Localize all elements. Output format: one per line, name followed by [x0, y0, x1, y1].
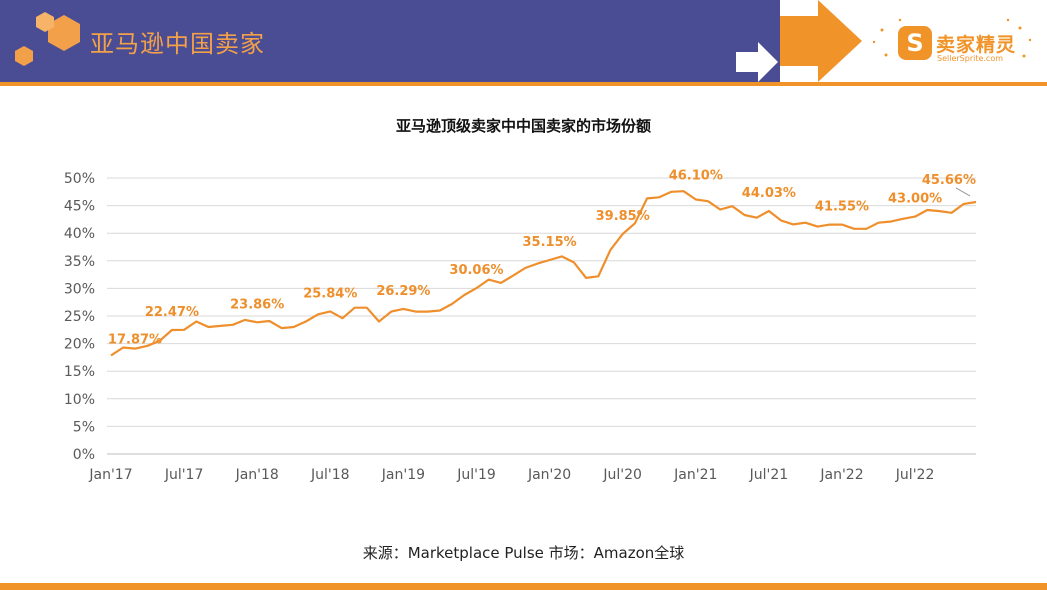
arrow-orange-icon — [780, 0, 862, 82]
y-tick-label: 25% — [64, 309, 95, 325]
arrow-white-icon — [736, 42, 778, 82]
y-tick-label: 30% — [64, 281, 95, 297]
header-title: 亚马逊中国卖家 — [90, 30, 265, 58]
y-tick-label: 45% — [64, 199, 95, 215]
x-tick-label: Jul'22 — [895, 467, 935, 483]
data-label-leader — [955, 187, 971, 197]
x-tick-label: Jan'19 — [381, 467, 425, 483]
x-tick-label: Jul'18 — [310, 467, 350, 483]
data-label: 39.85% — [596, 209, 650, 224]
hexagon-large-icon — [48, 15, 80, 51]
x-tick-label: Jul'19 — [456, 467, 496, 483]
y-tick-label: 5% — [73, 419, 95, 435]
data-label: 43.00% — [888, 192, 942, 207]
data-label: 41.55% — [815, 200, 869, 215]
data-label: 26.29% — [376, 284, 430, 299]
x-tick-label: Jan'18 — [235, 467, 279, 483]
chart-series — [110, 190, 977, 357]
x-tick-label: Jul'20 — [602, 467, 642, 483]
logo-name: 卖家精灵 — [936, 34, 1017, 56]
y-tick-label: 35% — [64, 254, 95, 270]
x-tick-label: Jul'17 — [164, 467, 204, 483]
hexagon-tiny-icon — [15, 46, 33, 66]
logo-s-icon — [898, 26, 932, 60]
y-tick-label: 10% — [64, 392, 95, 408]
data-label: 44.03% — [742, 186, 796, 201]
source-caption: 来源：Marketplace Pulse 市场：Amazon全球 — [362, 544, 685, 562]
data-label: 17.87% — [108, 332, 162, 347]
data-label: 35.15% — [523, 235, 577, 250]
y-tick-label: 15% — [64, 364, 95, 380]
logo-sparkle-dots — [872, 18, 1032, 58]
header-divider — [0, 82, 1047, 86]
x-tick-label: Jan'20 — [527, 467, 571, 483]
logo-subtitle: SellerSprite.com — [937, 54, 1004, 63]
header-bar: S 亚马逊中国卖家 卖家精灵 SellerSprite.com — [0, 0, 1047, 82]
chart-data-labels: 17.87% 22.47% 23.86% 25.84% 26.29% 30.06% 35.1… — [108, 169, 976, 348]
data-label: 22.47% — [145, 305, 199, 320]
logo-s-glyph: S — [906, 29, 923, 57]
y-tick-label: 0% — [73, 447, 95, 463]
y-axis-ticks: 0% 5% 10% 15% 20% 25% 30% 35% 40% 45% 50% — [64, 171, 95, 463]
data-label: 23.86% — [230, 297, 284, 312]
chart-title: 亚马逊顶级卖家中中国卖家的市场份额 — [395, 117, 651, 135]
x-tick-label: Jan'22 — [819, 467, 863, 483]
y-tick-label: 40% — [64, 226, 95, 242]
x-tick-label: Jul'21 — [749, 467, 789, 483]
data-label: 25.84% — [303, 286, 357, 301]
data-label: 45.66% — [922, 173, 976, 188]
footer-divider — [0, 583, 1047, 590]
x-tick-label: Jan'21 — [673, 467, 717, 483]
data-label: 30.06% — [449, 263, 503, 278]
x-tick-label: Jan'17 — [88, 467, 132, 483]
header-graphics: S — [15, 0, 1032, 82]
y-tick-label: 50% — [64, 171, 95, 187]
header-band — [0, 0, 780, 82]
x-axis-ticks: Jan'17 Jul'17 Jan'18 Jul'18 Jan'19 Jul'19 Jan'… — [88, 467, 934, 483]
series-line — [110, 190, 977, 357]
y-tick-label: 20% — [64, 337, 95, 353]
chart-grid — [107, 177, 976, 455]
hexagon-small-icon — [36, 12, 54, 32]
data-label: 46.10% — [669, 169, 723, 184]
